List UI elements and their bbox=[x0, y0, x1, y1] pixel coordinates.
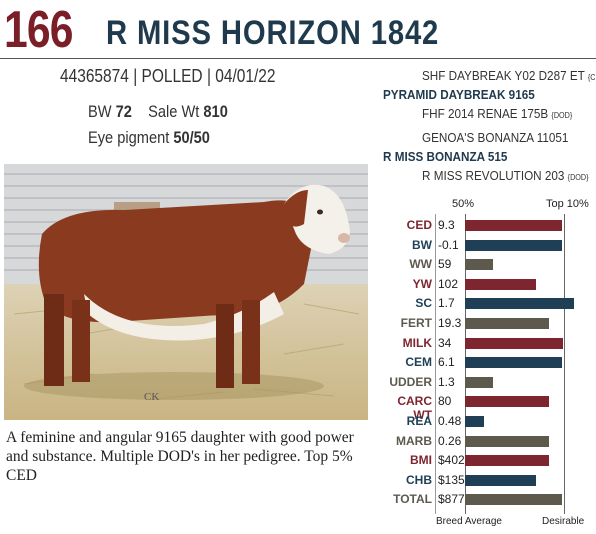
epd-bar-milk bbox=[465, 337, 563, 349]
epd-value-sc: 1.7 bbox=[438, 296, 455, 311]
id-separator: | bbox=[206, 66, 216, 86]
pedigree-dam-dam-name: R MISS REVOLUTION 203 bbox=[422, 168, 565, 183]
epd-value-bmi: $402 bbox=[438, 453, 465, 468]
epd-label-udder: UDDER bbox=[389, 374, 432, 389]
epd-label-yw: YW bbox=[412, 276, 432, 291]
lot-number: 166 bbox=[4, 1, 74, 59]
pedigree-sire: PYRAMID DAYBREAK 9165 bbox=[383, 87, 535, 102]
epd-label-ced: CED bbox=[406, 218, 432, 232]
id-separator: | bbox=[133, 66, 142, 86]
pedigree-sire-dam-tag: {DOD} bbox=[551, 111, 573, 120]
epd-label-bmi: BMI bbox=[410, 453, 432, 468]
epd-bar-fert bbox=[465, 318, 549, 329]
epd-desirable-line bbox=[564, 214, 565, 514]
id-line: 44365874 | POLLED | 04/01/22 bbox=[60, 66, 276, 87]
epd-bar-chb bbox=[465, 474, 536, 486]
epd-bar-marb bbox=[465, 435, 549, 447]
heifer-photo-illustration: CK bbox=[4, 164, 368, 420]
pedigree-dam-dam: R MISS REVOLUTION 203 {DOD} bbox=[422, 168, 588, 183]
bw-value: 72 bbox=[115, 102, 132, 121]
sale-wt-label: Sale Wt bbox=[148, 102, 200, 121]
epd-chart: 50% Top 10% Breed Average Desirable CED 9… bbox=[378, 198, 590, 534]
epd-header-right: Top 10% bbox=[546, 198, 589, 210]
birth-date: 04/01/22 bbox=[215, 66, 276, 86]
pedigree-dam: R MISS BONANZA 515 bbox=[383, 149, 508, 164]
eye-pigment-value: 50/50 bbox=[173, 128, 210, 147]
epd-value-ww: 59 bbox=[438, 257, 452, 272]
epd-label-ww: WW bbox=[409, 257, 432, 272]
epd-bar-bw bbox=[465, 239, 562, 251]
pedigree-sire-dam-name: FHF 2014 RENAE 175B bbox=[422, 106, 549, 121]
epd-label-fert: FERT bbox=[400, 316, 432, 330]
epd-label-carc-wt: CARC WT bbox=[397, 394, 432, 423]
epd-bar-bmi bbox=[465, 455, 549, 467]
pedigree-sire-dam: FHF 2014 RENAE 175B {DOD} bbox=[422, 106, 572, 121]
epd-bar-cem bbox=[465, 357, 562, 369]
epd-label-sc: SC bbox=[415, 296, 432, 311]
epd-value-marb: 0.26 bbox=[438, 433, 462, 448]
epd-footer-right: Desirable bbox=[542, 516, 585, 527]
pedigree-sire-sire-tag: {CHB} bbox=[587, 73, 596, 82]
header-divider bbox=[0, 58, 596, 59]
lot-description: A feminine and angular 9165 daughter wit… bbox=[6, 429, 354, 484]
epd-value-carc-wt: 80 bbox=[438, 394, 452, 409]
epd-value-udder: 1.3 bbox=[438, 374, 455, 389]
epd-value-divider bbox=[435, 214, 436, 514]
epd-bar-udder bbox=[465, 376, 493, 388]
epd-bar-total bbox=[465, 494, 562, 506]
epd-value-rea: 0.48 bbox=[438, 414, 462, 428]
epd-header-left: 50% bbox=[452, 198, 475, 210]
pedigree-sire-sire-name: SHF DAYBREAK Y02 D287 ET bbox=[422, 68, 585, 83]
eye-pigment-line: Eye pigment 50/50 bbox=[88, 128, 210, 148]
pedigree-dam-dam-tag: {DOD} bbox=[567, 173, 589, 182]
registration-number: 44365874 bbox=[60, 66, 129, 86]
weights-line: BW 72 Sale Wt 810 bbox=[88, 102, 228, 122]
epd-bar-ww bbox=[465, 259, 493, 271]
epd-value-ced: 9.3 bbox=[438, 218, 455, 232]
animal-name: R MISS HORIZON 1842 bbox=[106, 14, 440, 52]
epd-label-chb: CHB bbox=[406, 472, 432, 487]
epd-value-cem: 6.1 bbox=[438, 355, 455, 370]
epd-value-fert: 19.3 bbox=[438, 316, 462, 330]
epd-value-total: $877 bbox=[438, 492, 465, 507]
epd-value-bw: -0.1 bbox=[438, 237, 459, 252]
epd-label-milk: MILK bbox=[402, 335, 432, 350]
epd-label-rea: REA bbox=[406, 414, 432, 428]
epd-value-milk: 34 bbox=[438, 335, 452, 350]
photo-watermark: CK bbox=[144, 391, 159, 403]
heifer-photo: CK bbox=[4, 164, 368, 420]
epd-label-bw: BW bbox=[412, 237, 432, 252]
pedigree-dam-sire: GENOA'S BONANZA 11051 bbox=[422, 130, 569, 145]
epd-label-cem: CEM bbox=[405, 355, 432, 370]
bw-label: BW bbox=[88, 102, 112, 121]
epd-footer-left: Breed Average bbox=[436, 516, 502, 527]
epd-bar-yw bbox=[465, 278, 536, 290]
epd-value-chb: $135 bbox=[438, 472, 465, 487]
epd-bar-ced bbox=[465, 220, 562, 231]
epd-bar-rea bbox=[465, 416, 484, 427]
epd-bar-carc-wt bbox=[465, 396, 549, 408]
pedigree-sire-sire: SHF DAYBREAK Y02 D287 ET {CHB} bbox=[422, 68, 596, 83]
epd-value-yw: 102 bbox=[438, 276, 459, 291]
eye-pigment-label: Eye pigment bbox=[88, 128, 170, 147]
epd-label-total: TOTAL bbox=[393, 492, 432, 507]
polled-status: POLLED bbox=[141, 66, 203, 86]
epd-label-marb: MARB bbox=[396, 433, 432, 448]
epd-bar-sc bbox=[465, 298, 574, 310]
sale-wt-value: 810 bbox=[203, 102, 228, 121]
